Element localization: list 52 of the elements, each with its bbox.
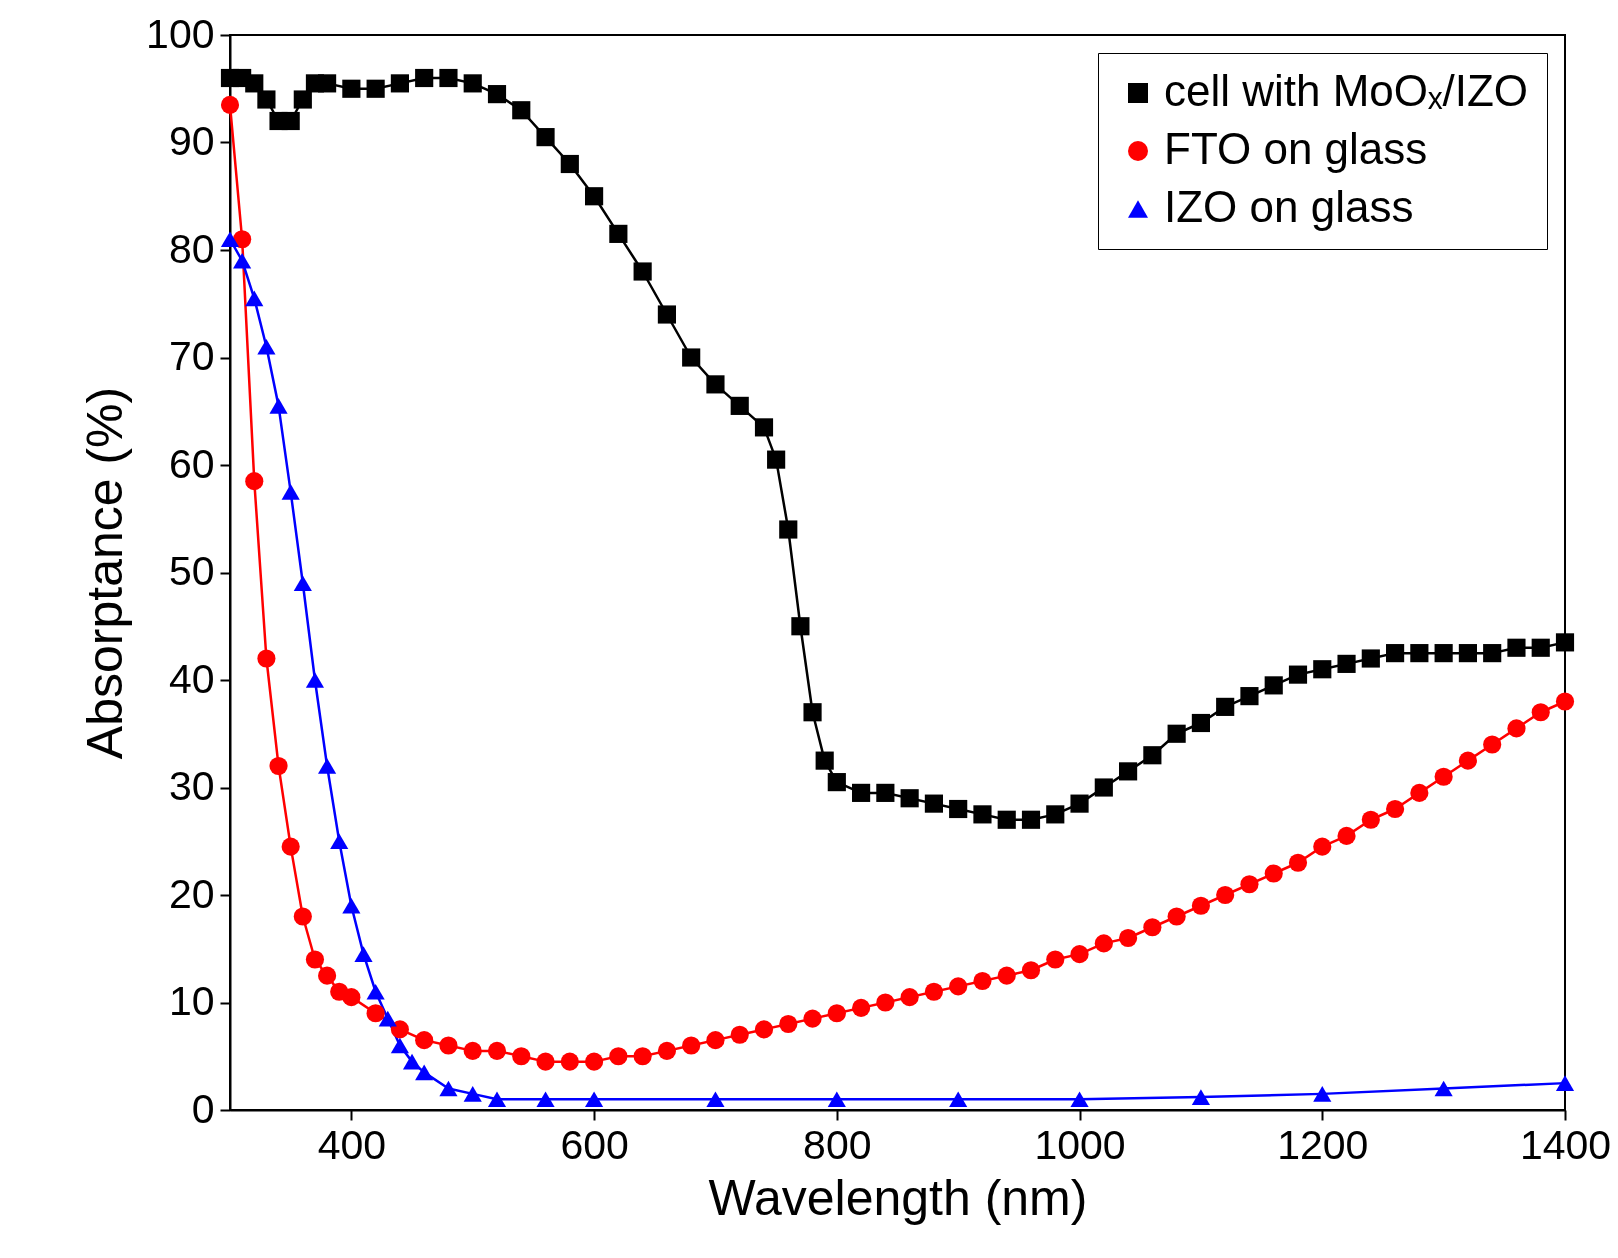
point <box>949 1091 968 1108</box>
legend-label: cell with MoOₓ/IZO <box>1164 66 1529 115</box>
y-tick-label: 20 <box>168 870 215 917</box>
legend-label: IZO on glass <box>1164 182 1414 231</box>
point <box>1434 1080 1453 1097</box>
y-tick-label: 60 <box>168 440 215 487</box>
y-tick-label: 80 <box>168 225 215 272</box>
y-tick-label: 40 <box>168 655 215 702</box>
point <box>366 983 385 1000</box>
point <box>827 1091 846 1108</box>
point <box>1555 1075 1575 1091</box>
x-tick-label: 600 <box>560 1121 629 1168</box>
point <box>402 1053 422 1070</box>
point <box>293 575 312 592</box>
y-tick-label: 0 <box>191 1085 215 1132</box>
point <box>390 1037 409 1054</box>
point <box>487 1091 507 1108</box>
point <box>354 946 373 962</box>
point <box>233 252 252 269</box>
point <box>342 897 361 914</box>
point <box>1191 1089 1210 1105</box>
x-tick-label: 1200 <box>1277 1121 1369 1168</box>
point <box>706 1091 725 1108</box>
point <box>281 484 300 500</box>
x-tick-label: 1400 <box>1519 1121 1612 1168</box>
y-tick-label: 70 <box>168 333 215 379</box>
point <box>245 290 264 307</box>
legend-label: FTO on glass <box>1164 124 1428 173</box>
point <box>439 1080 458 1097</box>
point <box>269 398 288 414</box>
y-axis-title: Absorptance (%) <box>77 386 134 760</box>
point <box>585 1091 604 1108</box>
point <box>463 1086 482 1102</box>
y-tick-label: 30 <box>168 763 215 809</box>
point <box>318 758 337 774</box>
point <box>220 231 240 248</box>
point <box>415 1064 434 1081</box>
y-tick-label: 50 <box>168 548 215 594</box>
x-tick-label: 400 <box>317 1121 387 1168</box>
point <box>536 1091 555 1108</box>
x-tick-label: 800 <box>803 1121 872 1168</box>
point <box>378 1010 397 1027</box>
y-tick-label: 90 <box>168 118 215 164</box>
y-tick-label: 10 <box>168 978 215 1024</box>
point <box>257 338 276 355</box>
point <box>330 833 349 850</box>
point <box>305 672 325 688</box>
x-tick-label: 1000 <box>1034 1121 1126 1168</box>
point <box>1313 1086 1332 1102</box>
y-tick-label: 100 <box>146 10 215 57</box>
x-axis-title: Wavelength (nm) <box>708 1169 1088 1226</box>
point <box>1070 1091 1089 1108</box>
